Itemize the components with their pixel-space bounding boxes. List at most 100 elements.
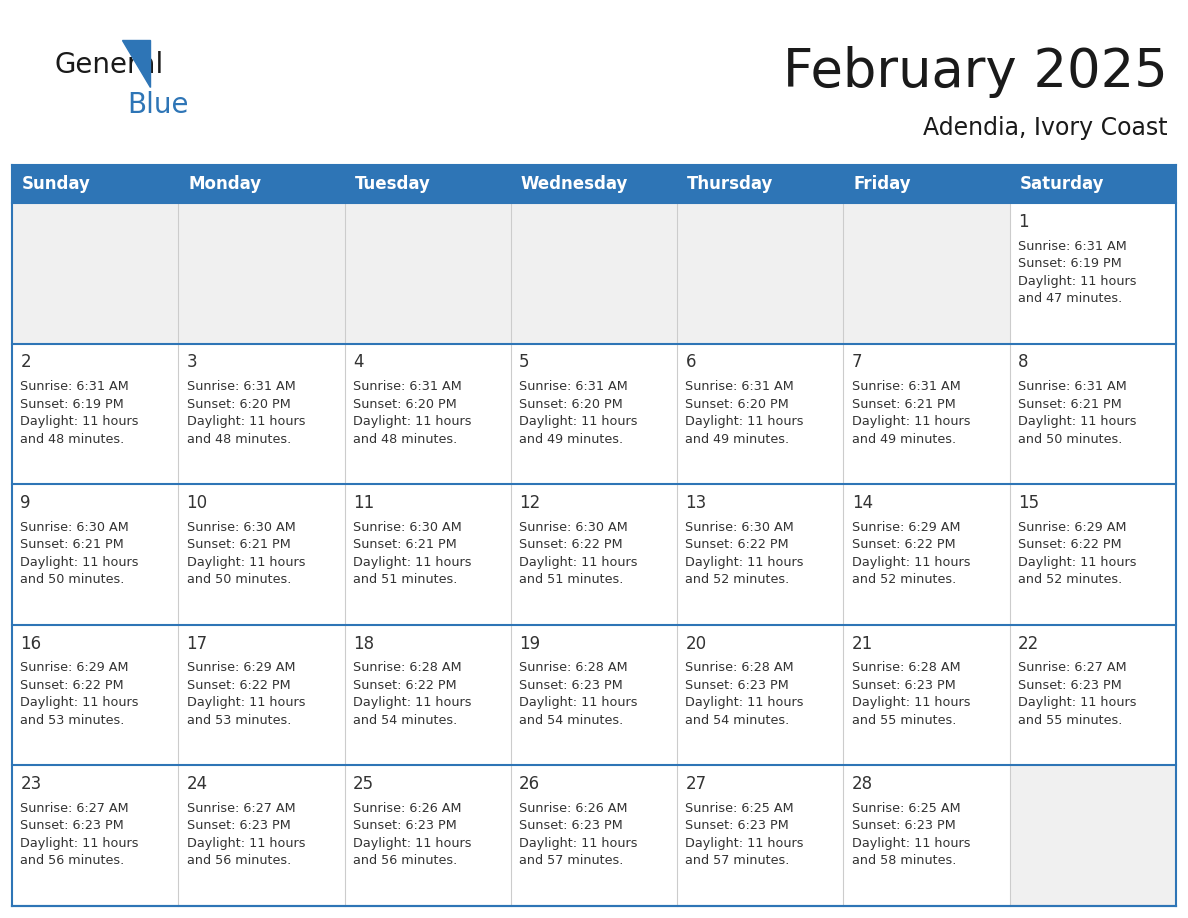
Text: Sunrise: 6:29 AM
Sunset: 6:22 PM
Daylight: 11 hours
and 53 minutes.: Sunrise: 6:29 AM Sunset: 6:22 PM Dayligh… — [20, 661, 139, 727]
Bar — [677, 484, 843, 625]
Text: Sunrise: 6:30 AM
Sunset: 6:21 PM
Daylight: 11 hours
and 50 minutes.: Sunrise: 6:30 AM Sunset: 6:21 PM Dayligh… — [187, 521, 305, 587]
Text: 15: 15 — [1018, 494, 1040, 512]
Bar — [1010, 343, 1176, 484]
Text: Sunrise: 6:31 AM
Sunset: 6:20 PM
Daylight: 11 hours
and 48 minutes.: Sunrise: 6:31 AM Sunset: 6:20 PM Dayligh… — [353, 380, 472, 445]
Bar — [511, 484, 677, 625]
Text: 23: 23 — [20, 775, 42, 793]
Text: 28: 28 — [852, 775, 873, 793]
Text: 26: 26 — [519, 775, 541, 793]
Text: Sunrise: 6:28 AM
Sunset: 6:23 PM
Daylight: 11 hours
and 55 minutes.: Sunrise: 6:28 AM Sunset: 6:23 PM Dayligh… — [852, 661, 971, 727]
Text: Sunrise: 6:29 AM
Sunset: 6:22 PM
Daylight: 11 hours
and 52 minutes.: Sunrise: 6:29 AM Sunset: 6:22 PM Dayligh… — [852, 521, 971, 587]
Bar — [178, 625, 345, 766]
Text: 14: 14 — [852, 494, 873, 512]
Text: Saturday: Saturday — [1019, 175, 1104, 193]
Bar — [12, 766, 178, 906]
Text: Sunrise: 6:29 AM
Sunset: 6:22 PM
Daylight: 11 hours
and 53 minutes.: Sunrise: 6:29 AM Sunset: 6:22 PM Dayligh… — [187, 661, 305, 727]
Bar — [345, 625, 511, 766]
Text: Sunrise: 6:30 AM
Sunset: 6:22 PM
Daylight: 11 hours
and 52 minutes.: Sunrise: 6:30 AM Sunset: 6:22 PM Dayligh… — [685, 521, 804, 587]
Polygon shape — [122, 40, 150, 87]
Text: 2: 2 — [20, 353, 31, 372]
Text: Sunrise: 6:31 AM
Sunset: 6:21 PM
Daylight: 11 hours
and 49 minutes.: Sunrise: 6:31 AM Sunset: 6:21 PM Dayligh… — [852, 380, 971, 445]
Text: General: General — [55, 51, 164, 79]
Text: 22: 22 — [1018, 634, 1040, 653]
Bar — [511, 625, 677, 766]
Bar — [677, 343, 843, 484]
Text: Sunrise: 6:28 AM
Sunset: 6:23 PM
Daylight: 11 hours
and 54 minutes.: Sunrise: 6:28 AM Sunset: 6:23 PM Dayligh… — [685, 661, 804, 727]
Text: Sunrise: 6:26 AM
Sunset: 6:23 PM
Daylight: 11 hours
and 57 minutes.: Sunrise: 6:26 AM Sunset: 6:23 PM Dayligh… — [519, 802, 638, 868]
Text: 5: 5 — [519, 353, 530, 372]
Text: Friday: Friday — [853, 175, 911, 193]
Bar — [12, 165, 1176, 203]
Text: Sunrise: 6:28 AM
Sunset: 6:23 PM
Daylight: 11 hours
and 54 minutes.: Sunrise: 6:28 AM Sunset: 6:23 PM Dayligh… — [519, 661, 638, 727]
Bar — [1010, 203, 1176, 343]
Text: Sunrise: 6:25 AM
Sunset: 6:23 PM
Daylight: 11 hours
and 57 minutes.: Sunrise: 6:25 AM Sunset: 6:23 PM Dayligh… — [685, 802, 804, 868]
Bar — [178, 203, 345, 343]
Bar — [1010, 484, 1176, 625]
Text: Sunrise: 6:31 AM
Sunset: 6:20 PM
Daylight: 11 hours
and 48 minutes.: Sunrise: 6:31 AM Sunset: 6:20 PM Dayligh… — [187, 380, 305, 445]
Text: Sunrise: 6:30 AM
Sunset: 6:21 PM
Daylight: 11 hours
and 50 minutes.: Sunrise: 6:30 AM Sunset: 6:21 PM Dayligh… — [20, 521, 139, 587]
Bar — [345, 343, 511, 484]
Bar — [843, 343, 1010, 484]
Bar — [511, 766, 677, 906]
Text: Sunrise: 6:31 AM
Sunset: 6:19 PM
Daylight: 11 hours
and 47 minutes.: Sunrise: 6:31 AM Sunset: 6:19 PM Dayligh… — [1018, 240, 1137, 305]
Text: 27: 27 — [685, 775, 707, 793]
Bar — [345, 203, 511, 343]
Bar — [843, 766, 1010, 906]
Text: 17: 17 — [187, 634, 208, 653]
Bar — [178, 343, 345, 484]
Bar — [1010, 625, 1176, 766]
Text: February 2025: February 2025 — [783, 46, 1168, 98]
Text: Sunrise: 6:31 AM
Sunset: 6:20 PM
Daylight: 11 hours
and 49 minutes.: Sunrise: 6:31 AM Sunset: 6:20 PM Dayligh… — [519, 380, 638, 445]
Text: Sunrise: 6:31 AM
Sunset: 6:20 PM
Daylight: 11 hours
and 49 minutes.: Sunrise: 6:31 AM Sunset: 6:20 PM Dayligh… — [685, 380, 804, 445]
Bar — [345, 766, 511, 906]
Bar — [677, 766, 843, 906]
Text: Blue: Blue — [127, 91, 189, 119]
Text: Thursday: Thursday — [687, 175, 773, 193]
Bar — [1010, 766, 1176, 906]
Bar — [843, 625, 1010, 766]
Text: Sunrise: 6:27 AM
Sunset: 6:23 PM
Daylight: 11 hours
and 55 minutes.: Sunrise: 6:27 AM Sunset: 6:23 PM Dayligh… — [1018, 661, 1137, 727]
Text: Sunrise: 6:28 AM
Sunset: 6:22 PM
Daylight: 11 hours
and 54 minutes.: Sunrise: 6:28 AM Sunset: 6:22 PM Dayligh… — [353, 661, 472, 727]
Text: Sunrise: 6:31 AM
Sunset: 6:21 PM
Daylight: 11 hours
and 50 minutes.: Sunrise: 6:31 AM Sunset: 6:21 PM Dayligh… — [1018, 380, 1137, 445]
Text: 10: 10 — [187, 494, 208, 512]
Text: 16: 16 — [20, 634, 42, 653]
Text: 6: 6 — [685, 353, 696, 372]
Bar — [511, 203, 677, 343]
Text: Wednesday: Wednesday — [520, 175, 628, 193]
Text: Sunrise: 6:30 AM
Sunset: 6:22 PM
Daylight: 11 hours
and 51 minutes.: Sunrise: 6:30 AM Sunset: 6:22 PM Dayligh… — [519, 521, 638, 587]
Text: 19: 19 — [519, 634, 541, 653]
Bar — [843, 203, 1010, 343]
Text: Sunrise: 6:26 AM
Sunset: 6:23 PM
Daylight: 11 hours
and 56 minutes.: Sunrise: 6:26 AM Sunset: 6:23 PM Dayligh… — [353, 802, 472, 868]
Text: 4: 4 — [353, 353, 364, 372]
Text: Sunrise: 6:29 AM
Sunset: 6:22 PM
Daylight: 11 hours
and 52 minutes.: Sunrise: 6:29 AM Sunset: 6:22 PM Dayligh… — [1018, 521, 1137, 587]
Bar — [12, 203, 178, 343]
Text: Sunday: Sunday — [21, 175, 90, 193]
Text: Sunrise: 6:27 AM
Sunset: 6:23 PM
Daylight: 11 hours
and 56 minutes.: Sunrise: 6:27 AM Sunset: 6:23 PM Dayligh… — [20, 802, 139, 868]
Bar — [12, 484, 178, 625]
Text: 25: 25 — [353, 775, 374, 793]
Text: 20: 20 — [685, 634, 707, 653]
Text: Sunrise: 6:25 AM
Sunset: 6:23 PM
Daylight: 11 hours
and 58 minutes.: Sunrise: 6:25 AM Sunset: 6:23 PM Dayligh… — [852, 802, 971, 868]
Text: 9: 9 — [20, 494, 31, 512]
Text: Sunrise: 6:30 AM
Sunset: 6:21 PM
Daylight: 11 hours
and 51 minutes.: Sunrise: 6:30 AM Sunset: 6:21 PM Dayligh… — [353, 521, 472, 587]
Bar — [843, 484, 1010, 625]
Text: Sunrise: 6:27 AM
Sunset: 6:23 PM
Daylight: 11 hours
and 56 minutes.: Sunrise: 6:27 AM Sunset: 6:23 PM Dayligh… — [187, 802, 305, 868]
Text: 7: 7 — [852, 353, 862, 372]
Text: 1: 1 — [1018, 213, 1029, 230]
Text: 18: 18 — [353, 634, 374, 653]
Text: 24: 24 — [187, 775, 208, 793]
Bar — [178, 766, 345, 906]
Text: 21: 21 — [852, 634, 873, 653]
Bar — [12, 343, 178, 484]
Bar — [12, 625, 178, 766]
Text: 3: 3 — [187, 353, 197, 372]
Bar — [345, 484, 511, 625]
Text: 13: 13 — [685, 494, 707, 512]
Text: Sunrise: 6:31 AM
Sunset: 6:19 PM
Daylight: 11 hours
and 48 minutes.: Sunrise: 6:31 AM Sunset: 6:19 PM Dayligh… — [20, 380, 139, 445]
Text: 12: 12 — [519, 494, 541, 512]
Text: 8: 8 — [1018, 353, 1029, 372]
Bar — [511, 343, 677, 484]
Text: Adendia, Ivory Coast: Adendia, Ivory Coast — [923, 116, 1168, 140]
Text: Tuesday: Tuesday — [354, 175, 430, 193]
Text: Monday: Monday — [188, 175, 261, 193]
